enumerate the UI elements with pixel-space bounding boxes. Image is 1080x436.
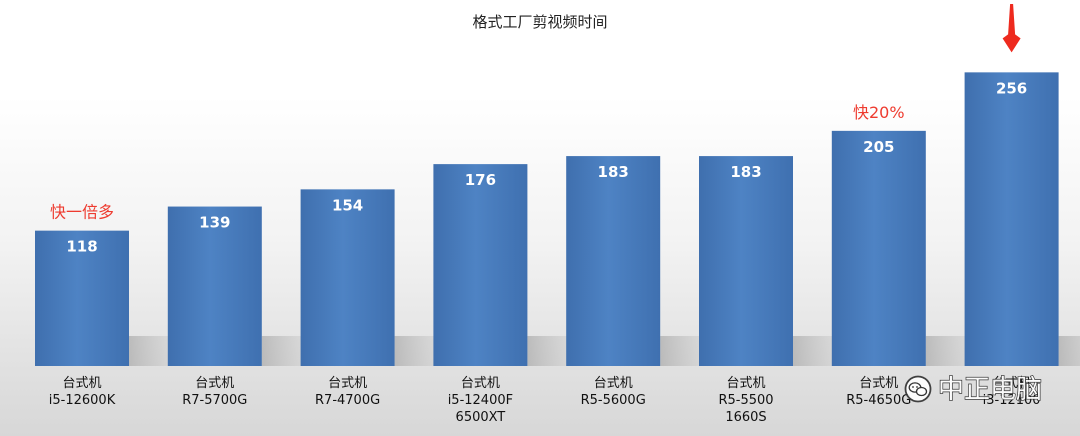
labels-group: 118 139 154 176 183 183 205 256 (66, 79, 1027, 255)
annotation-label: 快20% (853, 103, 905, 122)
x-tick-label: i5-12400F (448, 393, 513, 408)
x-tick-labels: 台式机 i5-12600K 台式机 R7-5700G 台式机 R7-4700G 台式机 i5-… (49, 376, 1041, 425)
data-label: 139 (199, 214, 230, 232)
bars-group (35, 72, 1059, 367)
wechat-icon (904, 375, 932, 403)
x-tick-label: 台式机 (62, 376, 101, 391)
x-tick-label: R5-5600G (581, 393, 646, 408)
x-tick-label: i5-12600K (49, 393, 116, 408)
x-tick-label: 台式机 (992, 376, 1031, 391)
watermark: 中正电脑 (904, 374, 1043, 406)
x-tick-label: 台式机 (195, 376, 234, 391)
annotation-label: 快一倍多 (50, 203, 114, 222)
bar (566, 156, 661, 366)
bar-shadow (1058, 336, 1080, 366)
data-label: 183 (730, 163, 761, 181)
bar (300, 189, 395, 366)
x-tick-label: 台式机 (461, 376, 500, 391)
x-tick-label: 台式机 (859, 376, 898, 391)
x-tick-label: R5-4650G (846, 393, 911, 408)
x-tick-label: R7-4700G (315, 393, 380, 408)
annotations-group: 快一倍多 快20% (50, 4, 1021, 222)
x-tick-label: R7-5700G (182, 393, 247, 408)
bar (35, 230, 129, 366)
data-label: 205 (863, 138, 894, 156)
bar (831, 130, 926, 366)
data-label: 154 (332, 196, 363, 214)
bar (167, 206, 262, 366)
bar (699, 156, 793, 366)
data-label: 183 (598, 163, 629, 181)
x-tick-label: 6500XT (456, 410, 506, 425)
bar (964, 72, 1059, 367)
x-tick-label: 台式机 (594, 376, 633, 391)
x-tick-label: R5-5500 (718, 393, 773, 408)
x-tick-label: 1660S (725, 410, 766, 425)
data-label: 256 (996, 79, 1027, 97)
x-tick-label: 台式机 (328, 376, 367, 391)
data-label: 118 (66, 238, 97, 256)
watermark-text: 中正电脑 (938, 375, 1042, 405)
data-label: 176 (465, 171, 496, 189)
chart-title: 格式工厂剪视频时间 (472, 13, 607, 31)
highlight-arrow (1002, 4, 1021, 53)
bar (433, 164, 528, 366)
x-tick-label: i3-12100 (983, 393, 1041, 408)
x-tick-label: 台式机 (726, 376, 765, 391)
